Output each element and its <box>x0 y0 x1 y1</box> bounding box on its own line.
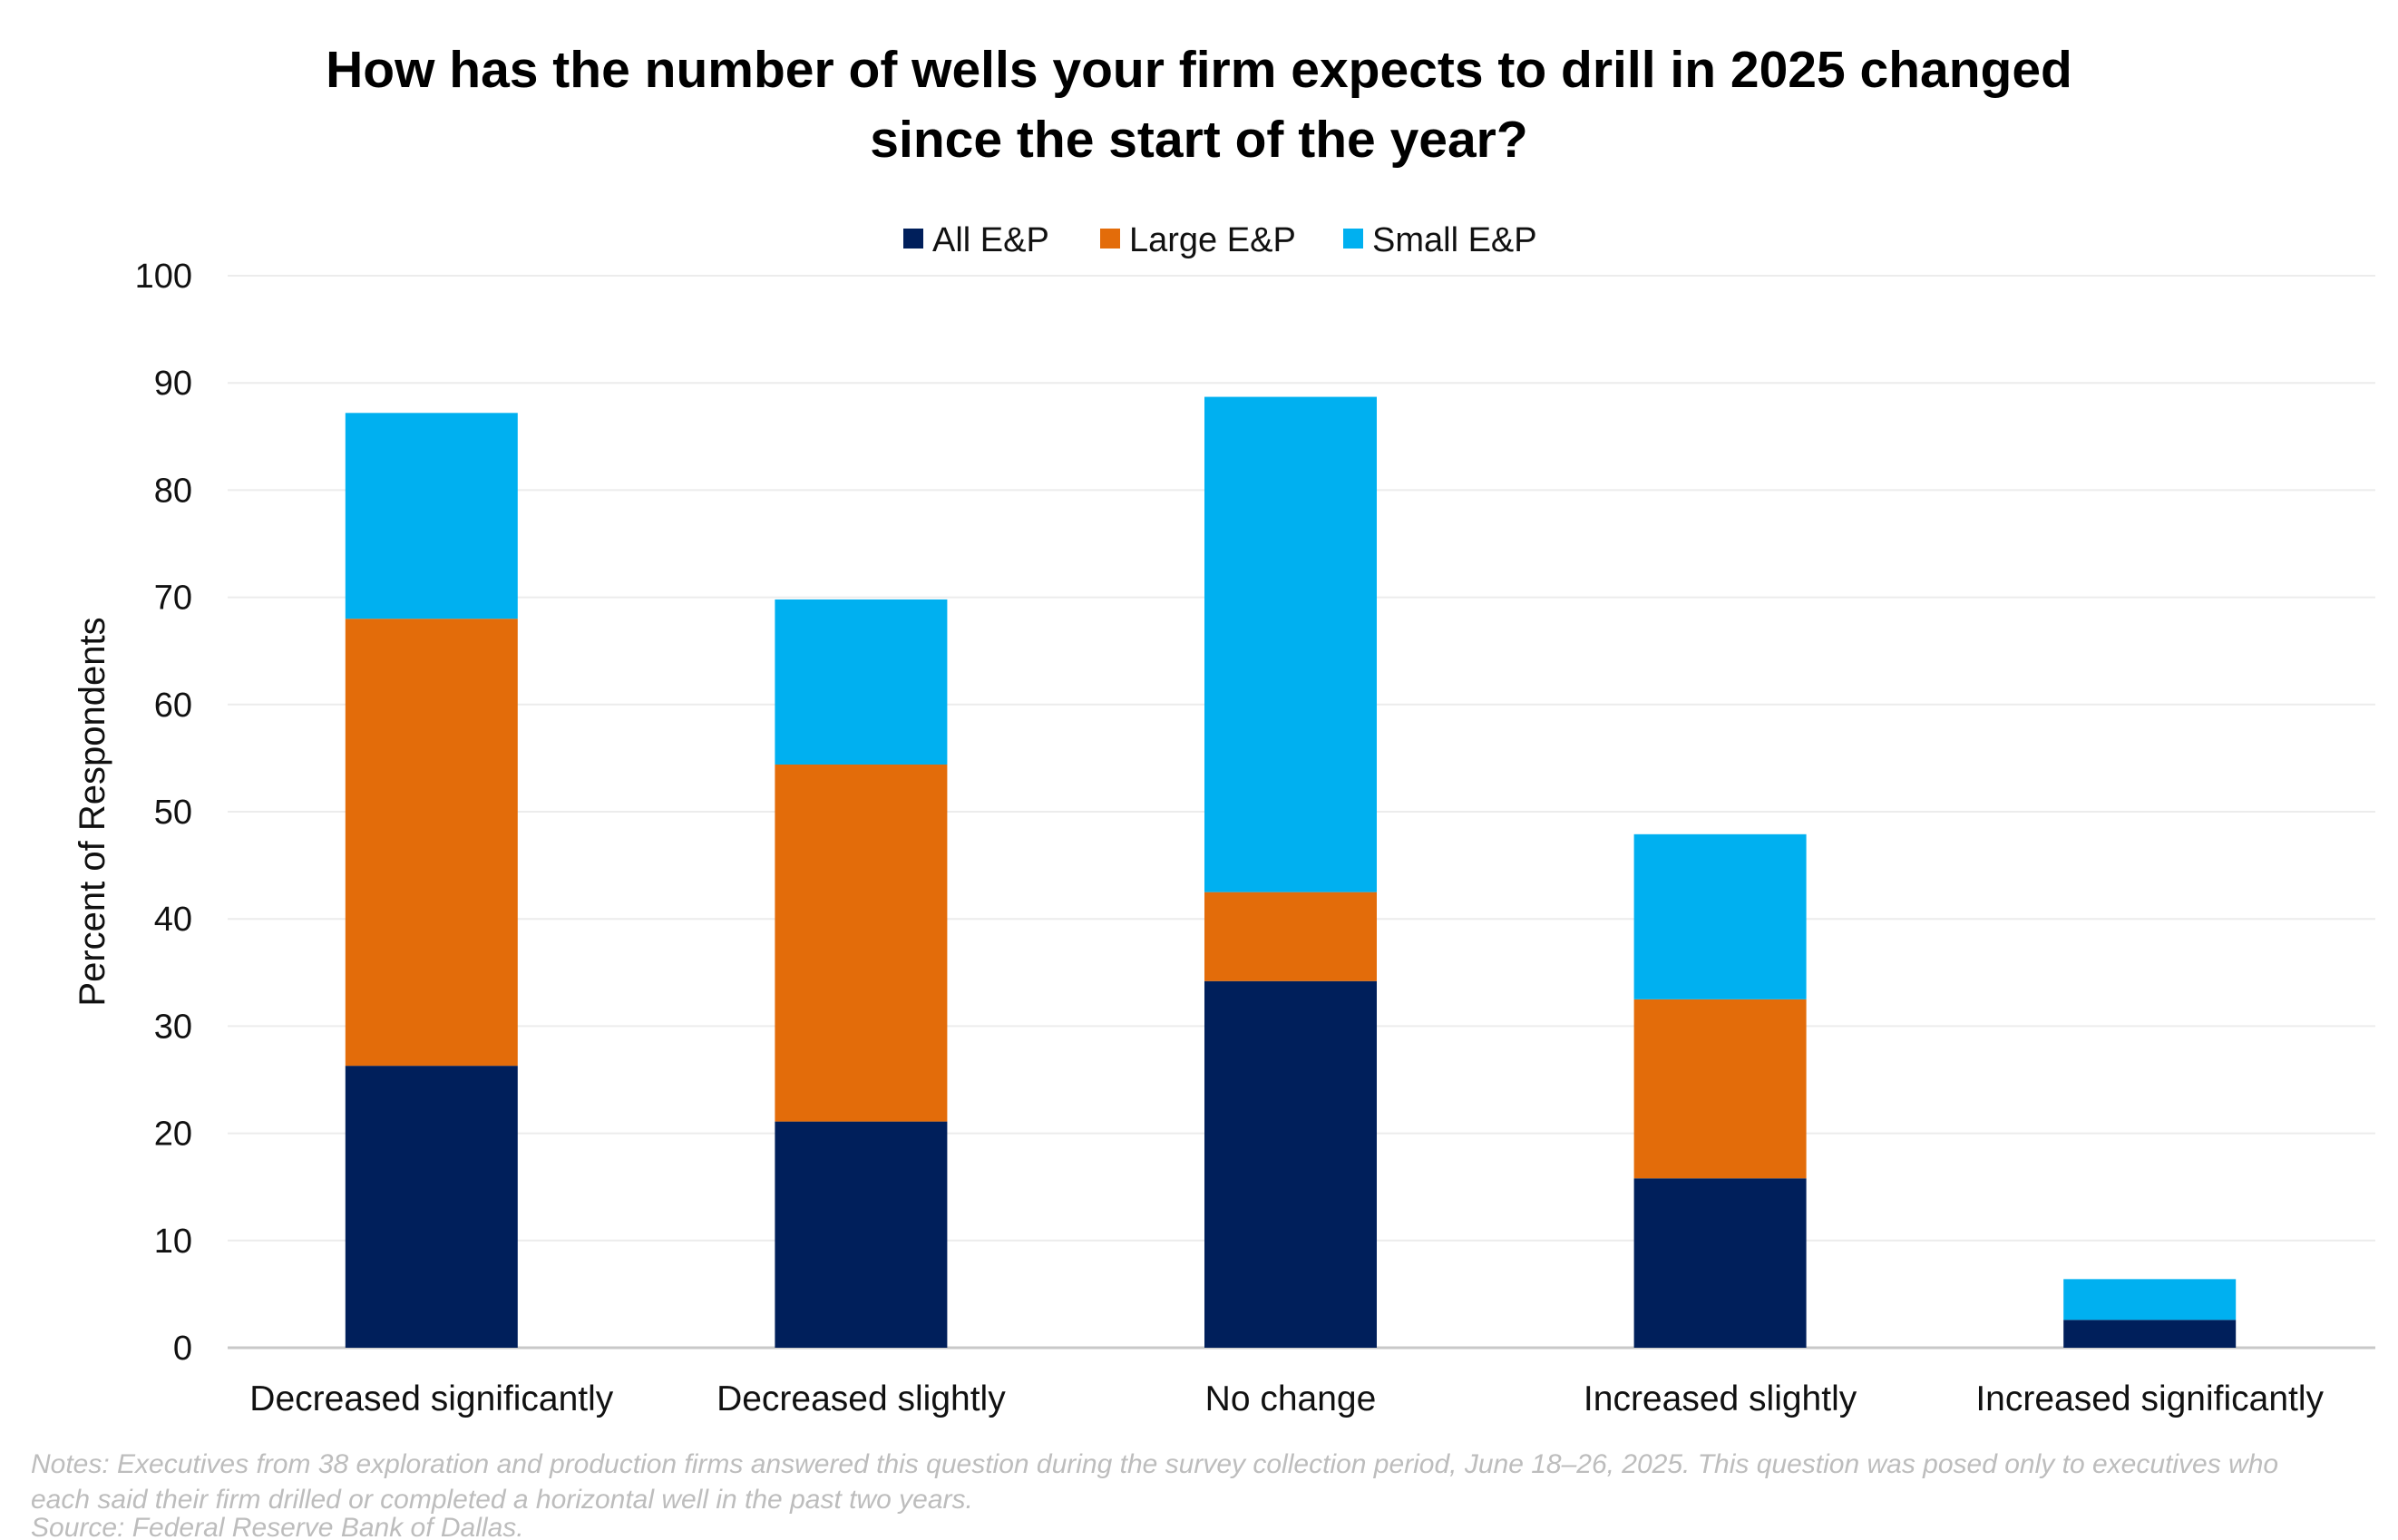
bar-segment-all-e-p <box>345 1066 518 1348</box>
bar-segment-small-e-p <box>1204 396 1377 892</box>
legend-swatch <box>1100 229 1120 249</box>
bar-segment-all-e-p <box>775 1121 948 1348</box>
legend-label: Small E&P <box>1372 221 1537 259</box>
bar-segment-small-e-p <box>1633 833 1807 999</box>
bar-segment-large-e-p <box>1633 999 1807 1179</box>
bar-segment-large-e-p <box>345 619 518 1067</box>
y-tick-label: 80 <box>154 472 192 510</box>
bar-segment-all-e-p <box>1633 1178 1807 1348</box>
notes-line-2: each said their firm drilled or complete… <box>31 1485 973 1515</box>
x-category-label: Increased significantly <box>1975 1379 2324 1418</box>
x-category-label: Decreased slightly <box>716 1379 1006 1418</box>
bar-segment-large-e-p <box>775 764 948 1122</box>
bar-segment-small-e-p <box>2063 1279 2237 1321</box>
y-tick-label: 10 <box>154 1223 192 1261</box>
x-category-label: No change <box>1205 1379 1377 1418</box>
legend-swatch <box>1343 229 1363 249</box>
x-category-label: Increased slightly <box>1584 1379 1857 1418</box>
x-category-label: Decreased significantly <box>249 1379 614 1418</box>
bar-segment-small-e-p <box>345 413 518 619</box>
legend-label: Large E&P <box>1129 221 1296 259</box>
y-tick-label: 100 <box>135 258 192 296</box>
chart-title-line-2: since the start of the year? <box>870 111 1527 169</box>
bar-segment-small-e-p <box>775 599 948 765</box>
y-tick-label: 0 <box>173 1330 192 1368</box>
bar-segment-all-e-p <box>2063 1320 2237 1348</box>
legend-swatch <box>903 229 923 249</box>
y-tick-label: 40 <box>154 901 192 939</box>
legend-label: All E&P <box>932 221 1049 259</box>
y-tick-label: 50 <box>154 794 192 832</box>
y-tick-label: 20 <box>154 1116 192 1154</box>
y-axis-label: Percent of Respondents <box>73 617 112 1006</box>
notes-line-1: Notes: Executives from 38 exploration an… <box>31 1449 2278 1479</box>
bar-segment-all-e-p <box>1204 980 1377 1348</box>
source-line: Source: Federal Reserve Bank of Dallas. <box>31 1513 524 1540</box>
y-tick-label: 60 <box>154 687 192 725</box>
y-tick-label: 90 <box>154 365 192 403</box>
bar-segment-large-e-p <box>1204 892 1377 981</box>
y-tick-label: 70 <box>154 580 192 618</box>
y-tick-label: 30 <box>154 1008 192 1046</box>
chart-title-line-1: How has the number of wells your firm ex… <box>326 41 2072 99</box>
